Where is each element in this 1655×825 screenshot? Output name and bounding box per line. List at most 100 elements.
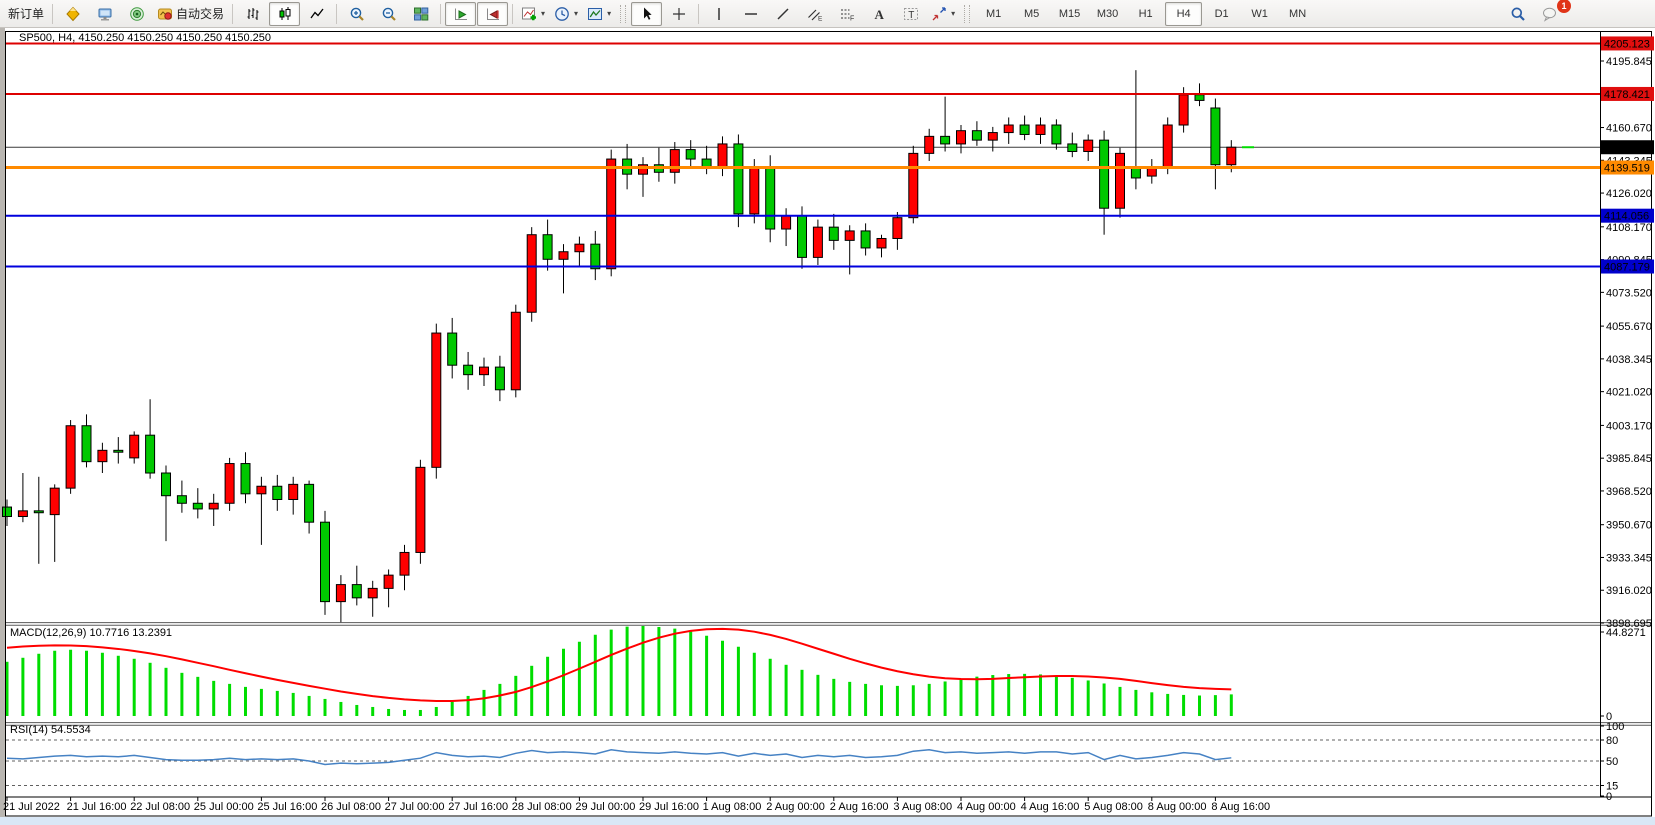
timeframe-m5-button[interactable]: M5 [1013,2,1050,26]
timeframe-m1-button-label: M1 [985,7,1002,20]
candle-chart-button[interactable] [269,1,301,26]
zoom-out-button[interactable] [373,2,404,26]
chart-panes: 4195.8454160.6704143.3454126.0204108.170… [0,28,1655,825]
vertical-line-button[interactable] [703,2,734,26]
timeframe-d1-button-label: D1 [1214,7,1229,20]
autotrading-icon [157,6,173,22]
timeframe-m15-button[interactable]: M15 [1051,2,1088,26]
price-badges: 4205.123 4178.421 4150.250 4139.519 4114.056… [1601,36,1654,274]
text-button[interactable]: A [863,2,894,26]
crosshair-button[interactable] [663,2,694,26]
timeframe-m15-button-label: M15 [1058,7,1081,20]
svg-text:4126.020: 4126.020 [1606,188,1652,200]
svg-text:4 Aug 00:00: 4 Aug 00:00 [957,801,1016,813]
zoom-in-button[interactable] [341,2,372,26]
toolbar-grip [964,4,971,23]
timeframe-m30-button[interactable]: M30 [1089,2,1126,26]
indicators-icon [521,6,537,22]
rsi-pane [6,739,1600,786]
templates-button[interactable]: ▾ [583,2,615,26]
timeframe-h1-button[interactable]: H1 [1127,2,1164,26]
indicators-button[interactable]: ▾ [517,2,549,26]
svg-text:50: 50 [1606,756,1618,768]
new-order-button-label: 新订单 [8,7,45,21]
svg-text:4178.421: 4178.421 [1604,89,1650,101]
chat-button[interactable]: 1 [1534,0,1571,26]
svg-text:29 Jul 00:00: 29 Jul 00:00 [575,801,635,813]
toolbar-separator [52,3,54,24]
candles-icon [277,6,293,22]
periods-button[interactable]: ▾ [550,2,582,26]
trendline-button[interactable] [767,2,798,26]
svg-text:25 Jul 16:00: 25 Jul 16:00 [257,801,317,813]
timeframe-d1-button[interactable]: D1 [1203,2,1240,26]
svg-text:3950.670: 3950.670 [1606,520,1652,532]
svg-text:15: 15 [1606,781,1618,793]
svg-text:26 Jul 08:00: 26 Jul 08:00 [321,801,381,813]
signals-button[interactable] [121,2,152,26]
timeframe-m5-button-label: M5 [1023,7,1040,20]
market-watch-button[interactable] [89,2,120,26]
chart-window[interactable]: 4195.8454160.6704143.3454126.0204108.170… [0,28,1655,825]
horizontal-line-button[interactable] [735,2,766,26]
hline-icon [743,6,759,22]
gem-icon [65,6,81,22]
svg-text:80: 80 [1606,735,1618,747]
svg-text:4 Aug 16:00: 4 Aug 16:00 [1021,801,1080,813]
timeframe-mn-button[interactable]: MN [1279,2,1316,26]
timeframe-m30-button-label: M30 [1096,7,1119,20]
toolbar-grip [620,4,627,23]
toolbar-separator [698,3,700,24]
toolbar-separator [336,3,338,24]
svg-text:A: A [874,7,884,22]
macd-label: MACD(12,26,9) 10.7716 13.2391 [10,627,172,639]
bars-icon [245,6,261,22]
line-chart-button[interactable] [301,2,332,26]
bar-chart-button[interactable] [237,2,268,26]
timeframe-h4-button[interactable]: H4 [1165,1,1203,26]
svg-text:4073.520: 4073.520 [1606,287,1652,299]
toolbar-separator [440,3,442,24]
auto-scroll-button[interactable] [445,1,477,26]
channel-icon: E [807,6,823,22]
search-button[interactable] [1502,2,1533,26]
svg-text:3 Aug 08:00: 3 Aug 08:00 [893,801,952,813]
timeframe-w1-button-label: W1 [1251,7,1268,20]
arrows-icon [931,6,947,22]
svg-text:4038.345: 4038.345 [1606,354,1652,366]
timeframe-m1-button[interactable]: M1 [975,2,1012,26]
new-order-button[interactable]: 新订单 [4,2,48,26]
text-icon: A [871,6,887,22]
svg-text:4139.519: 4139.519 [1604,163,1650,175]
fibo-icon: F [839,6,855,22]
autotrading-button[interactable]: 自动交易 [153,2,228,26]
text-label-button[interactable]: T [895,2,926,26]
gem-button[interactable] [57,2,88,26]
linechart-icon [309,6,325,22]
cursor-icon [639,6,655,22]
svg-text:3916.020: 3916.020 [1606,585,1652,597]
svg-text:1 Aug 08:00: 1 Aug 08:00 [703,801,762,813]
svg-text:2 Aug 16:00: 2 Aug 16:00 [830,801,889,813]
signal-icon [129,6,145,22]
svg-text:27 Jul 16:00: 27 Jul 16:00 [448,801,508,813]
vline-icon [711,6,727,22]
chart-shift-button[interactable] [477,1,509,26]
arrows-button[interactable]: ▾ [927,2,959,26]
equidistant-channel-button[interactable]: E [799,2,830,26]
rsi-label: RSI(14) 54.5534 [10,724,91,736]
time-axis: 21 Jul 2022 21 Jul 16:00 22 Jul 08:00 25 Ju… [3,797,1270,813]
chevron-down-icon: ▾ [574,9,579,18]
svg-text:29 Jul 16:00: 29 Jul 16:00 [639,801,699,813]
timeframe-w1-button[interactable]: W1 [1241,2,1278,26]
svg-text:27 Jul 00:00: 27 Jul 00:00 [385,801,445,813]
svg-text:8 Aug 00:00: 8 Aug 00:00 [1148,801,1207,813]
tile-windows-button[interactable] [405,2,436,26]
horizontal-line-objects[interactable] [6,42,1600,268]
svg-text:4150.250: 4150.250 [1604,142,1650,154]
svg-text:28 Jul 08:00: 28 Jul 08:00 [512,801,572,813]
fibonacci-button[interactable]: F [831,2,862,26]
svg-text:100: 100 [1606,721,1624,733]
label-icon: T [903,6,919,22]
cursor-button[interactable] [631,1,663,26]
